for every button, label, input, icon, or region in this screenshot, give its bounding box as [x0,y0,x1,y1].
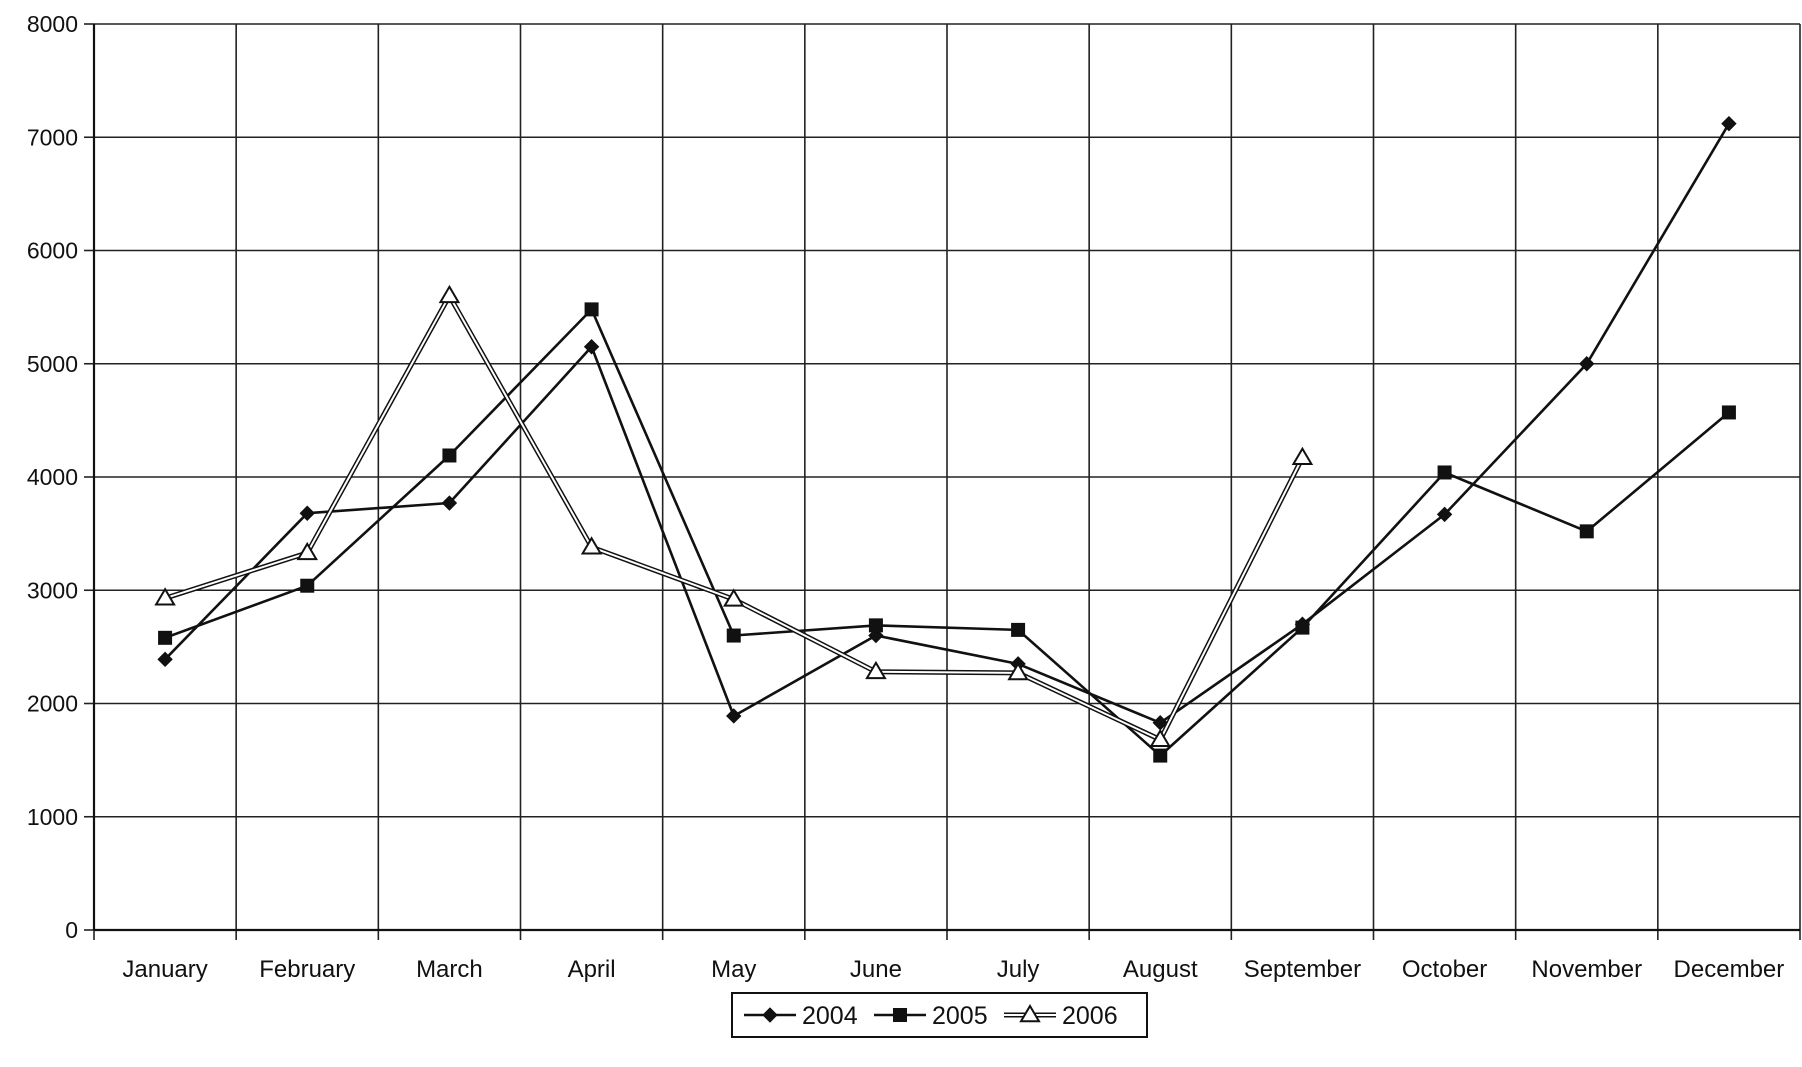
legend-marker [762,1007,778,1023]
x-tick-label: October [1402,956,1487,983]
y-tick-label: 3000 [27,577,78,603]
legend: 2004 2005 2006 [731,992,1148,1038]
series-2006 [154,284,1314,748]
data-point [726,708,742,724]
data-point [723,588,745,607]
x-tick-label: May [711,956,756,983]
x-tick-label: December [1674,956,1785,983]
data-point [158,630,173,645]
x-tick-label: June [850,956,902,983]
data-point [580,536,603,555]
series-2005 [158,302,1736,763]
data-point [865,660,887,680]
legend-box [731,992,1148,1038]
x-tick-label: July [997,956,1040,983]
legend-item-2005: 2005 [874,1002,988,1030]
grid [93,23,1801,940]
legend-item-2006: 2006 [1004,1002,1118,1030]
y-tick-label: 5000 [27,351,78,377]
legend-marker [893,1008,907,1022]
series-group [154,115,1737,763]
data-point [1721,115,1737,132]
series-line [164,308,1730,757]
data-point [300,578,315,593]
data-point [296,541,318,561]
legend-label: 2006 [1062,1002,1118,1030]
data-point [1436,506,1453,523]
axes: 0 1000 2000 3000 4000 5000 6000 7000 8000 January… [27,11,1800,983]
y-tick-label: 4000 [27,464,78,490]
data-point [726,628,741,643]
x-tick-label: August [1123,956,1198,983]
data-point [1291,446,1314,466]
y-tick-label: 8000 [27,11,78,37]
y-tick-label: 1000 [27,804,78,830]
series-line [164,294,1304,741]
x-tick-label: November [1531,956,1642,983]
data-point [1721,405,1736,420]
data-point [1295,620,1310,635]
data-point [1011,622,1026,637]
y-tick-label: 7000 [27,124,78,150]
data-point [154,587,176,606]
series-line-outline [164,293,1305,743]
data-point [1579,524,1594,539]
data-point [1153,748,1168,763]
legend-marker [1019,1004,1041,1023]
series-2004 [157,115,1737,731]
x-tick-label: February [259,956,355,983]
data-point [584,302,599,317]
series-line [164,123,1731,725]
legend-item-2004: 2004 [744,1002,858,1030]
data-point [441,495,458,511]
x-tick-label: April [568,956,616,983]
legend-label: 2005 [932,1002,988,1030]
data-point [1437,465,1452,480]
data-point [157,651,173,668]
data-point [442,448,457,463]
x-tick-label: September [1244,956,1361,983]
y-tick-label: 0 [65,917,78,943]
data-point [1007,661,1029,681]
data-point [1579,356,1595,372]
y-tick-label: 6000 [27,238,78,264]
data-point [1149,728,1171,748]
x-tick-label: January [122,956,207,983]
data-point [868,618,883,633]
data-point [299,505,315,521]
y-tick-label: 2000 [27,691,78,717]
legend-label: 2004 [802,1002,858,1030]
x-tick-label: March [416,956,483,983]
data-point [438,284,461,304]
data-point [583,339,600,355]
